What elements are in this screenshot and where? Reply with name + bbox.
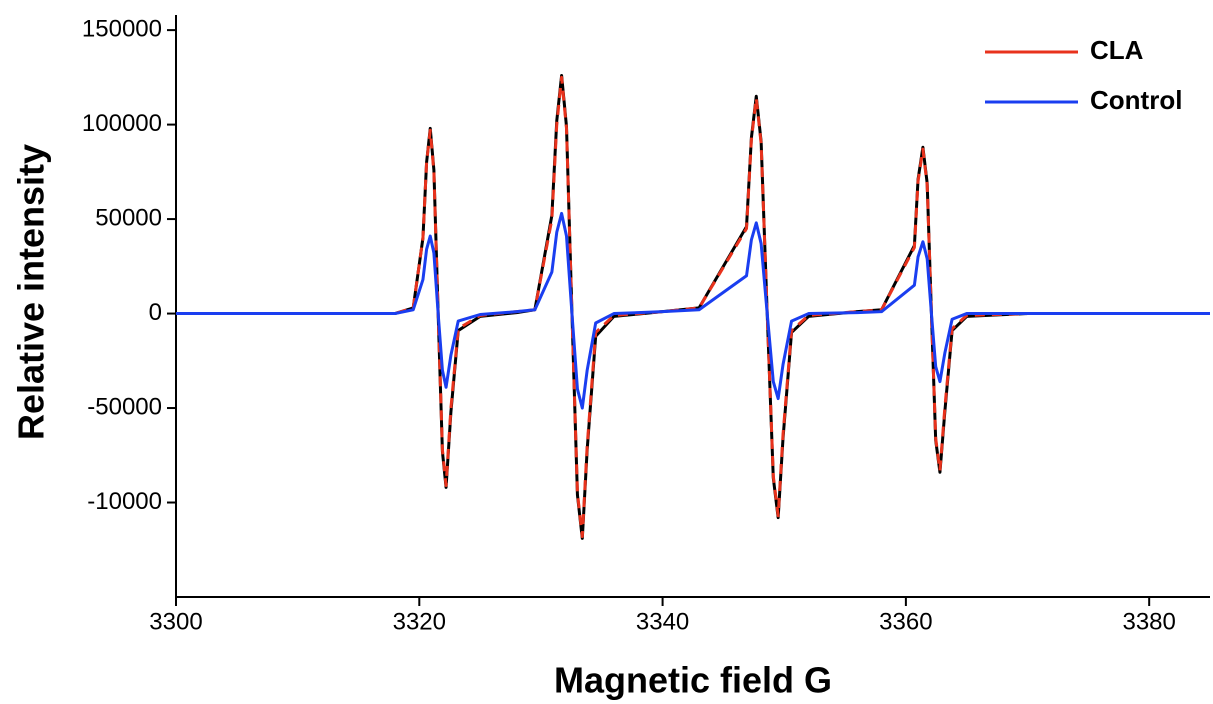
data-line bbox=[176, 211, 1210, 410]
y-tick-label: 0 bbox=[149, 299, 162, 326]
legend-label: Control bbox=[1090, 85, 1182, 115]
x-axis-title: Magnetic field G bbox=[554, 660, 832, 701]
legend-label: CLA bbox=[1090, 35, 1144, 65]
x-tick-label: 3360 bbox=[879, 608, 932, 635]
y-tick-label: -10000 bbox=[87, 488, 162, 515]
x-tick-label: 3320 bbox=[393, 608, 446, 635]
x-tick-label: 3300 bbox=[149, 608, 202, 635]
x-tick-label: 3340 bbox=[636, 608, 689, 635]
y-tick-label: 150000 bbox=[82, 15, 162, 42]
data-line bbox=[176, 73, 1210, 540]
data-line bbox=[176, 75, 1210, 539]
y-tick-label: -50000 bbox=[87, 393, 162, 420]
y-axis-title: Relative intensity bbox=[11, 144, 52, 440]
y-tick-label: 100000 bbox=[82, 110, 162, 137]
x-tick-label: 3380 bbox=[1122, 608, 1175, 635]
y-tick-label: 50000 bbox=[95, 204, 162, 231]
